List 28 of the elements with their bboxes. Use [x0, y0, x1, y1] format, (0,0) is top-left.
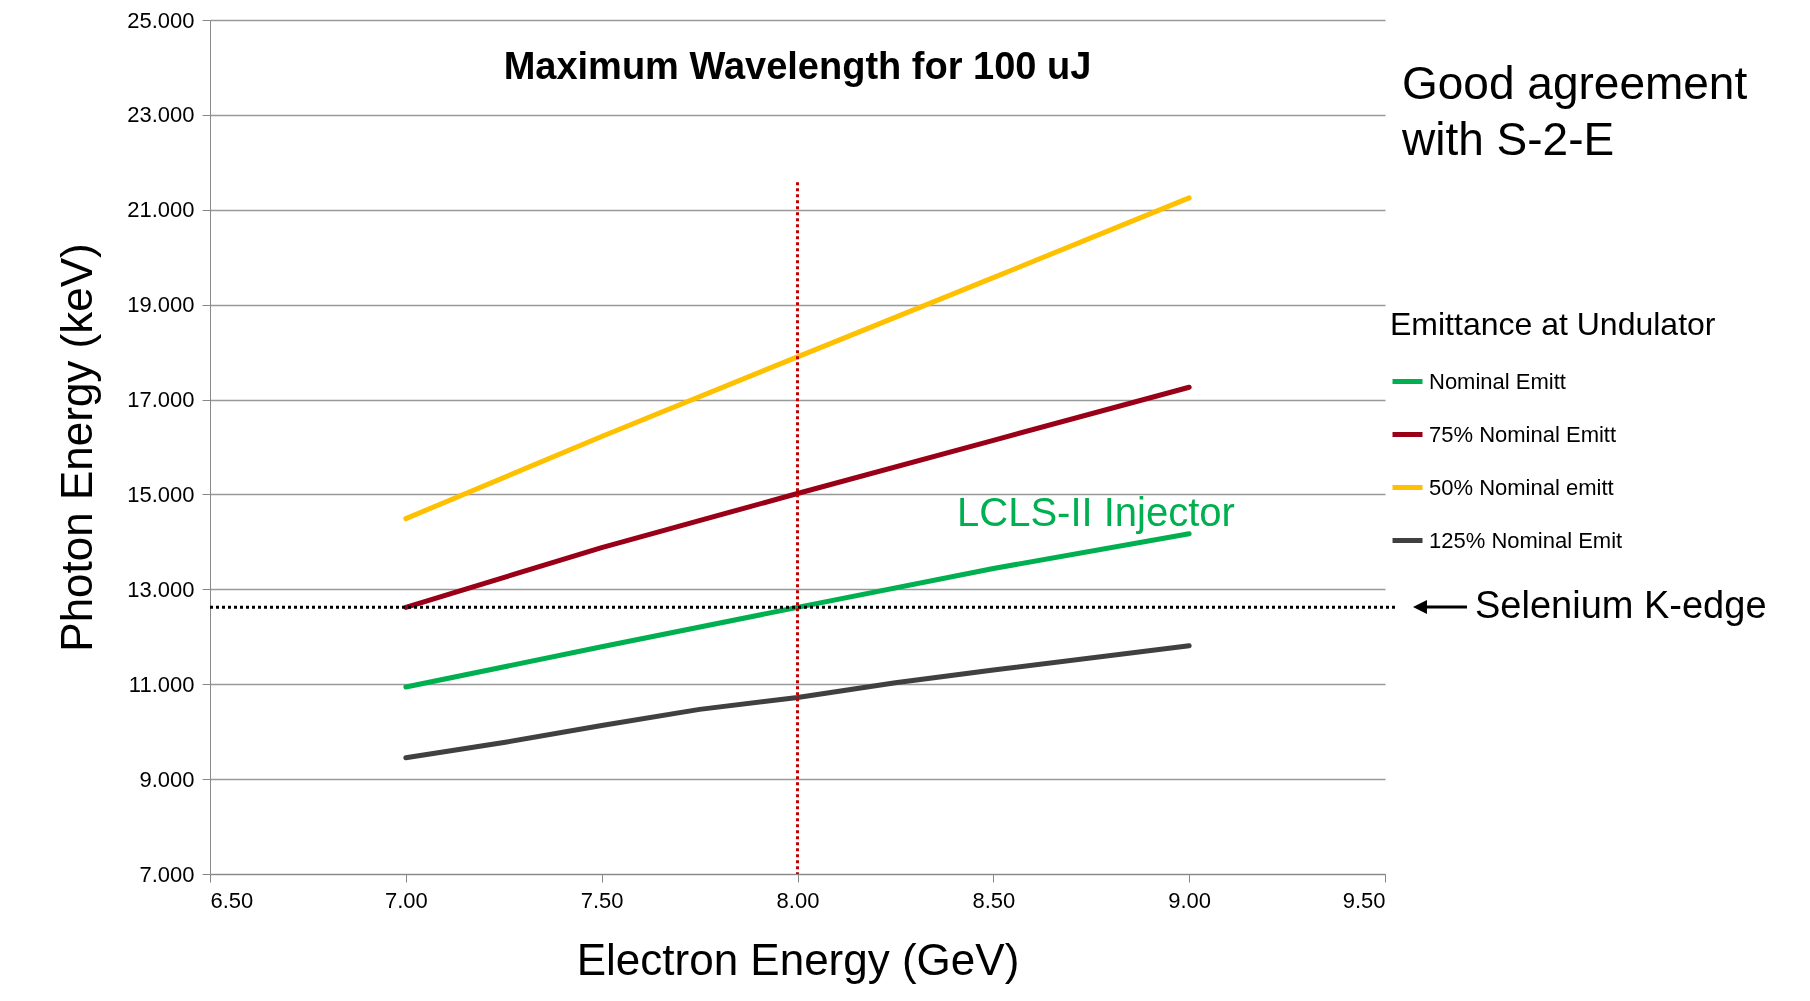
text: Maximum Wavelength for 100 uJ — [503, 45, 1092, 87]
y-tick-label: 11.000 — [128, 671, 195, 697]
ref-line-label: Selenium K-edge — [1475, 584, 1767, 627]
x-tick-label: 7.00 — [384, 887, 428, 913]
y-tick-label: 7.000 — [139, 861, 195, 887]
legend-label: 125% Nominal Emit — [1429, 527, 1623, 553]
x-tick-label: 9.50 — [1342, 887, 1386, 913]
y-axis-title: Photon Energy (keV) — [52, 243, 102, 652]
legend-label: 75% Nominal Emitt — [1429, 421, 1617, 447]
y-tick-label: 21.000 — [127, 197, 195, 223]
x-tick-label: 8.50 — [972, 887, 1016, 913]
y-tick-label: 15.000 — [127, 481, 195, 507]
y-tick-label: 9.000 — [139, 766, 195, 792]
x-tick-label: 6.50 — [210, 887, 254, 913]
legend-title: Emittance at Undulator — [1390, 306, 1716, 342]
y-tick-label: 23.000 — [127, 102, 195, 128]
x-axis-title: Electron Energy (GeV) — [576, 934, 1020, 984]
x-tick-label: 8.00 — [776, 887, 820, 913]
y-tick-label: 25.000 — [127, 7, 195, 33]
text: Good agreement with S-2-E — [1402, 56, 1749, 167]
x-tick-label: 9.00 — [1168, 887, 1212, 913]
legend-label: Nominal Emitt — [1429, 368, 1566, 394]
y-tick-label: 17.000 — [127, 387, 195, 413]
y-tick-label: 13.000 — [127, 576, 195, 602]
x-tick-label: 7.50 — [580, 887, 624, 913]
annotation: LCLS-II Injector — [957, 489, 1236, 536]
y-tick-label: 19.000 — [127, 292, 195, 318]
legend-label: 50% Nominal emitt — [1429, 474, 1614, 500]
